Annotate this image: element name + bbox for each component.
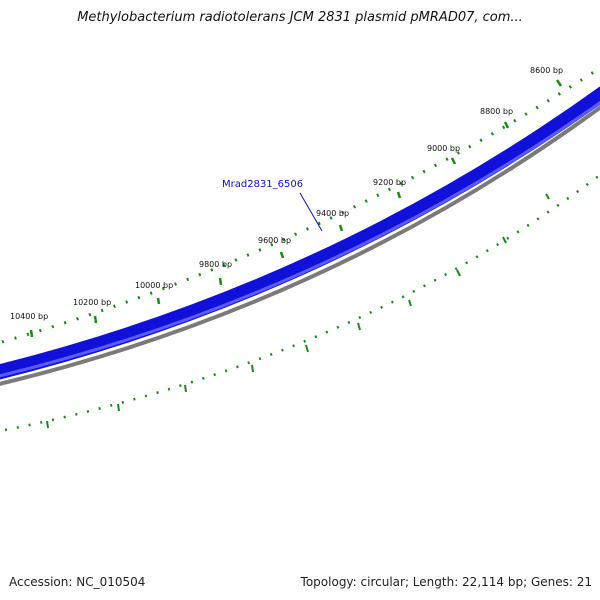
- backbone-circle: [0, 105, 600, 386]
- bp-label-8600: 8600 bp: [530, 66, 563, 75]
- inner-major-ticks: [46, 193, 550, 429]
- bp-label-8800: 8800 bp: [480, 107, 513, 116]
- gene-label-mrad2831-6506[interactable]: Mrad2831_6506: [222, 179, 303, 190]
- accession-text: Accession: NC_010504: [9, 575, 146, 589]
- bp-label-10000: 10000 bp: [135, 281, 173, 290]
- map-title: Methylobacterium radiotolerans JCM 2831 …: [77, 10, 523, 25]
- bp-label-9600: 9600 bp: [258, 236, 291, 245]
- bp-label-9000: 9000 bp: [427, 144, 460, 153]
- bp-label-9200: 9200 bp: [373, 178, 406, 187]
- gene-track: [0, 86, 600, 380]
- bp-label-10200: 10200 bp: [73, 298, 111, 307]
- bp-label-9400: 9400 bp: [316, 209, 349, 218]
- bp-label-10400: 10400 bp: [10, 312, 48, 321]
- gene-track-highlight: [0, 100, 600, 378]
- gene-label-leader: [299, 192, 323, 232]
- bp-label-9800: 9800 bp: [199, 260, 232, 269]
- major-ticks: [29, 79, 563, 338]
- inner-tick-ring: [4, 174, 600, 432]
- topology-summary: Topology: circular; Length: 22,114 bp; G…: [300, 575, 592, 589]
